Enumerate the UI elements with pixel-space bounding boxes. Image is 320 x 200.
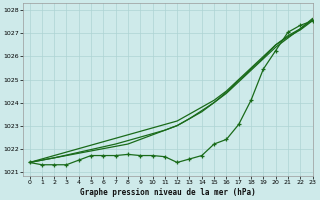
X-axis label: Graphe pression niveau de la mer (hPa): Graphe pression niveau de la mer (hPa): [80, 188, 256, 197]
